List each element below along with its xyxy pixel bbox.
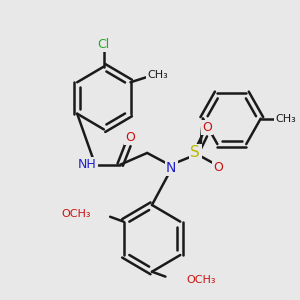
Text: OCH₃: OCH₃ [187, 274, 216, 285]
Text: O: O [202, 121, 212, 134]
Text: CH₃: CH₃ [275, 114, 296, 124]
Text: O: O [125, 131, 135, 144]
Text: O: O [213, 161, 223, 174]
Text: CH₃: CH₃ [147, 70, 168, 80]
Text: N: N [166, 161, 176, 175]
Text: S: S [190, 146, 200, 160]
Text: OCH₃: OCH₃ [61, 209, 91, 219]
Text: Cl: Cl [98, 38, 110, 50]
Text: NH: NH [78, 158, 97, 171]
